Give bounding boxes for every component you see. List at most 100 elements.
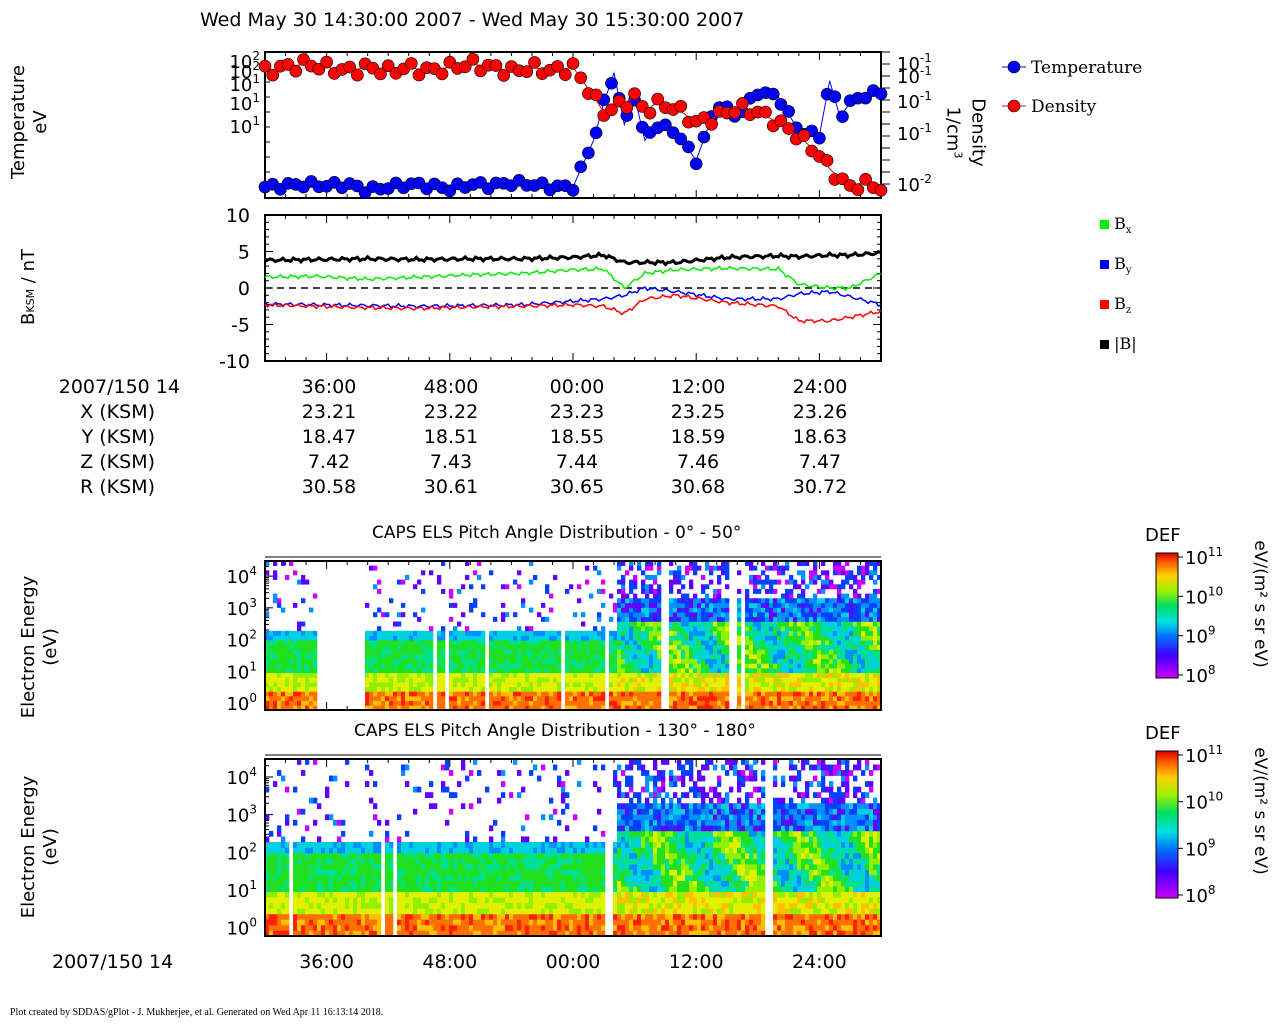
density-marker: [266, 68, 279, 82]
density-marker: [458, 60, 472, 74]
temperature-marker: [682, 140, 695, 154]
temperature-marker: [813, 131, 826, 145]
ephemeris-value: 30.65: [549, 476, 605, 498]
spectrogram1-title: CAPS ELS Pitch Angle Distribution - 0° -…: [372, 523, 742, 543]
density-marker: [497, 69, 511, 82]
colorbar-tick-label: 108: [1185, 663, 1216, 685]
temperature-tick-label: 101: [229, 72, 260, 96]
bfield-series-magbmag: [264, 249, 882, 267]
ephemeris-value: 23.22: [423, 401, 479, 423]
energy-tick-label: 100: [226, 916, 257, 940]
density-marker: [651, 92, 665, 106]
bfield-series-by: [264, 286, 882, 309]
colorbar-tick-label: 109: [1185, 624, 1216, 648]
bfield-series-bx: [264, 265, 882, 292]
ephemeris-value: 7.42: [307, 451, 351, 473]
colorbar2-title: DEF: [1145, 723, 1181, 744]
ephemeris-value: 12:00: [670, 376, 726, 398]
ephemeris-value: 7.43: [429, 451, 473, 473]
density-axis-ticks: 10-110-110-110-110-2: [881, 51, 932, 196]
temperature-marker: [836, 110, 849, 123]
ephemeris-value: 18.59: [670, 426, 726, 448]
bfield-tick-label: -5: [231, 315, 250, 337]
bottom-tick-label: 36:00: [299, 951, 354, 973]
density-marker: [605, 103, 618, 117]
density-marker: [551, 60, 564, 73]
spectrogram2-axis-label: Electron Energy (eV): [18, 775, 61, 919]
temperature-marker: [859, 91, 872, 105]
legend-bmag: |B|: [1100, 334, 1180, 374]
density-marker: [574, 71, 588, 85]
density-marker: [520, 65, 534, 78]
temperature-marker: [782, 105, 795, 118]
colorbar2: 1011 1010 109 108: [1155, 743, 1223, 907]
density-axis-label: Density 1/cm3: [942, 98, 989, 167]
bfield-axis-label: BKSM / nT: [18, 249, 39, 325]
panel1-legend: Temperature Density: [1002, 58, 1142, 117]
density-marker: [405, 57, 418, 70]
density-tick-label: 10-1: [897, 64, 932, 88]
density-marker: [528, 56, 541, 69]
ephemeris-value: 7.44: [555, 451, 599, 473]
bfield-tick-label: 0: [238, 278, 250, 300]
density-marker: [759, 105, 772, 119]
plot-frame: [264, 758, 882, 937]
energy-tick-label: 104: [226, 564, 257, 588]
ephemeris-value: 30.61: [423, 476, 479, 498]
density-marker: [820, 154, 834, 167]
temperature-marker: [605, 76, 618, 90]
legend-by: By: [1100, 254, 1180, 294]
spectrogram2-title: CAPS ELS Pitch Angle Distribution - 130°…: [354, 721, 756, 741]
legend-density-label: Density: [1031, 97, 1097, 117]
temperature-marker: [828, 90, 842, 103]
spectrogram-image: [265, 759, 882, 937]
energy-axis-ticks: 100 101 102 103 104: [226, 759, 882, 940]
ephemeris-value: 30.72: [792, 476, 848, 498]
density-marker: [589, 88, 603, 102]
legend-bx: Bx: [1100, 214, 1180, 254]
temperature-marker: [874, 87, 888, 101]
ephemeris-value: 23.21: [301, 401, 357, 423]
temperature-tick-label: 101: [229, 114, 260, 138]
plot-frame: [264, 51, 882, 199]
density-marker: [705, 117, 718, 131]
colorbar1: 1011 1010 109 108: [1155, 545, 1223, 685]
ephemeris-value: 36:00: [301, 376, 357, 398]
ephemeris-value: 23.25: [670, 401, 726, 423]
ephemeris-value: 23.26: [792, 401, 848, 423]
ephemeris-value: 7.47: [798, 451, 842, 473]
temperature-marker: [582, 146, 595, 160]
bottom-time-label: 2007/150 14: [52, 951, 174, 973]
energy-tick-label: 101: [226, 659, 257, 683]
plot-frame: [264, 214, 882, 362]
footer-credit: Plot created by SDDAS/gPlot - J. Mukherj…: [10, 1007, 384, 1018]
spectrogram1-axis-label: Electron Energy (eV): [18, 575, 61, 719]
panel2-legend: Bx By Bz |B|: [1100, 214, 1180, 374]
bottom-tick-label: 12:00: [668, 951, 724, 973]
density-marker: [782, 122, 795, 135]
density-marker: [343, 60, 356, 74]
density-marker: [859, 173, 872, 186]
bottom-tick-label: 00:00: [545, 951, 601, 973]
bottom-tick-label: 48:00: [422, 951, 478, 973]
page-title: Wed May 30 14:30:00 2007 - Wed May 30 15…: [200, 9, 745, 31]
ephemeris-value: 30.58: [301, 476, 357, 498]
energy-tick-label: 101: [226, 878, 257, 902]
spectrogram1: 100 101 102 103 104: [226, 556, 882, 715]
ephemeris-row-label: X (KSM): [80, 401, 155, 423]
temperature-marker: [689, 157, 703, 171]
density-marker: [412, 68, 426, 82]
density-marker: [466, 52, 480, 66]
temperature-tick-label: 102: [229, 59, 260, 83]
temperature-marker: [574, 160, 588, 174]
density-marker: [320, 55, 333, 69]
density-marker: [289, 64, 303, 78]
colorbar1-unit: eV/(m² s sr eV): [1250, 540, 1270, 668]
ephemeris-value: 00:00: [549, 376, 605, 398]
bfield-tick-label: 10: [226, 205, 250, 227]
ephemeris-value: 18.55: [549, 426, 605, 448]
density-tick-label: 10-2: [897, 172, 932, 196]
legend-density-marker: [1007, 99, 1021, 113]
legend-bz: Bz: [1100, 294, 1180, 334]
